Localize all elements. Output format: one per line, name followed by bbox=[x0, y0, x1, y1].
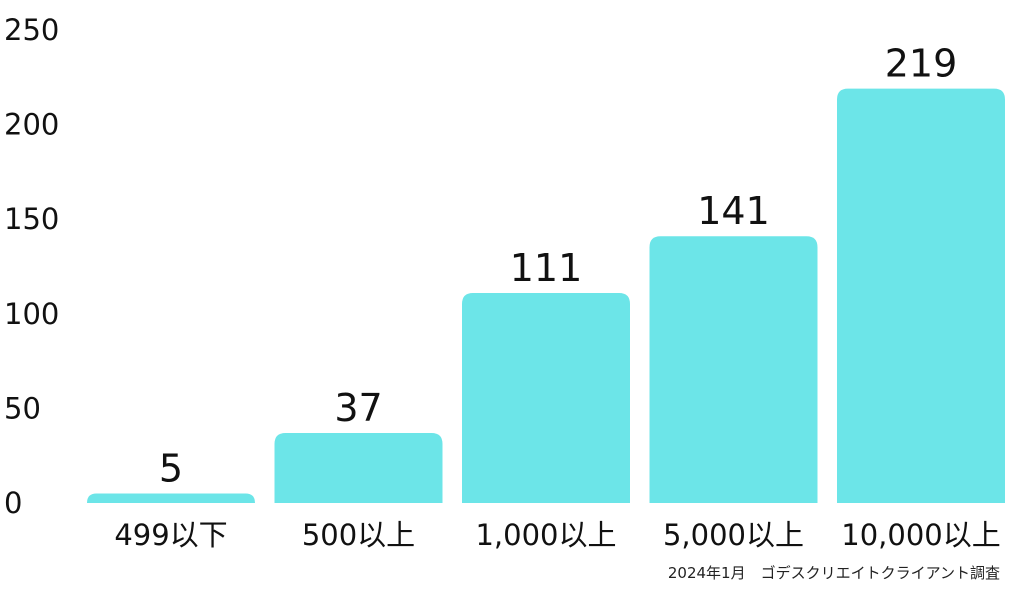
data-label: 37 bbox=[334, 386, 382, 430]
bar bbox=[462, 292, 630, 503]
y-tick-label: 250 bbox=[4, 13, 59, 47]
bar bbox=[649, 236, 818, 503]
bar bbox=[274, 432, 443, 503]
y-tick-label: 100 bbox=[4, 297, 59, 331]
y-axis: 0 50 100 150 200 250 bbox=[4, 13, 59, 520]
y-tick-label: 0 bbox=[4, 486, 22, 520]
data-label: 219 bbox=[885, 42, 958, 86]
data-label: 111 bbox=[510, 246, 583, 290]
source-footnote: 2024年1月 ゴデスクリエイトクライアント調査 bbox=[668, 564, 1000, 582]
bar bbox=[837, 88, 1005, 503]
bar bbox=[87, 493, 255, 503]
x-tick-label: 499以下 bbox=[114, 518, 227, 552]
x-tick-label: 5,000以上 bbox=[663, 518, 804, 552]
x-tick-label: 500以上 bbox=[302, 518, 415, 552]
x-axis: 499以下 500以上 1,000以上 5,000以上 10,000以上 bbox=[114, 518, 1000, 552]
data-label: 141 bbox=[697, 189, 770, 233]
y-tick-label: 50 bbox=[4, 391, 41, 425]
x-tick-label: 1,000以上 bbox=[475, 518, 616, 552]
y-tick-label: 150 bbox=[4, 202, 59, 236]
data-labels: 5 37 111 141 219 bbox=[159, 42, 957, 491]
x-tick-label: 10,000以上 bbox=[841, 518, 1000, 552]
data-label: 5 bbox=[159, 447, 183, 491]
bars bbox=[87, 88, 1005, 503]
y-tick-label: 200 bbox=[4, 108, 59, 142]
